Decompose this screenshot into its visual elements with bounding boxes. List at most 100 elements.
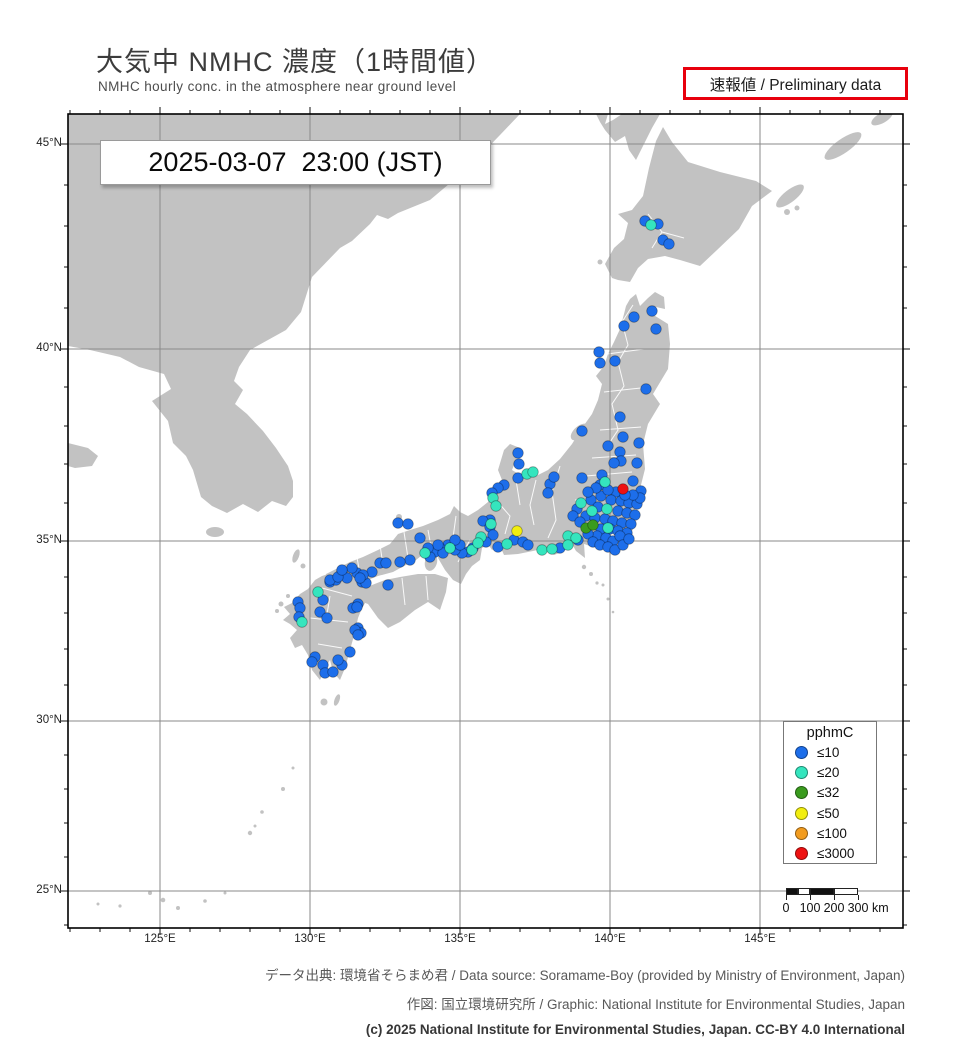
- station-point: [609, 355, 621, 367]
- station-point: [601, 503, 613, 515]
- station-point: [640, 383, 652, 395]
- scale-bar-segment: [810, 888, 834, 895]
- scale-bar-label: 300: [847, 901, 869, 915]
- station-point: [354, 572, 366, 584]
- lat-axis-label: 40°N: [36, 342, 62, 354]
- station-point: [576, 425, 588, 437]
- legend-item: ≤20: [784, 762, 876, 782]
- station-point: [623, 533, 635, 545]
- station-point: [562, 539, 574, 551]
- station-point: [380, 557, 392, 569]
- scale-bar-unit: km: [872, 901, 889, 915]
- kuril-island: [776, 184, 804, 208]
- lat-axis-label: 30°N: [36, 714, 62, 726]
- legend-swatch: [795, 826, 808, 840]
- station-point: [522, 539, 534, 551]
- lon-axis-label: 145°E: [744, 933, 776, 945]
- station-point: [617, 431, 629, 443]
- iki-island: [300, 563, 306, 569]
- legend-swatch: [795, 806, 808, 820]
- preliminary-data-badge: 速報値 / Preliminary data: [683, 67, 908, 100]
- station-point: [645, 219, 657, 231]
- station-point: [594, 357, 606, 369]
- station-point: [511, 525, 523, 537]
- station-point: [546, 543, 558, 555]
- lat-axis-label: 45°N: [36, 137, 62, 149]
- tsushima-island: [292, 549, 300, 563]
- station-point: [336, 564, 348, 576]
- legend-swatch: [795, 786, 808, 800]
- station-point: [501, 538, 513, 550]
- station-point: [548, 471, 560, 483]
- lon-axis-label: 125°E: [144, 933, 176, 945]
- scale-bar-tick: [858, 895, 859, 900]
- legend-item: ≤100: [784, 823, 876, 843]
- station-point: [394, 556, 406, 568]
- station-point: [646, 305, 658, 317]
- shikoku: [357, 574, 448, 628]
- lon-axis-label: 135°E: [444, 933, 476, 945]
- scale-bar-label: 0: [782, 901, 790, 915]
- station-point: [382, 579, 394, 591]
- shandong-peninsula: [68, 443, 98, 468]
- legend-item: ≤50: [784, 803, 876, 823]
- station-point: [472, 537, 484, 549]
- legend-item: ≤3000: [784, 843, 876, 863]
- station-point: [618, 320, 630, 332]
- legend-items: ≤10 ≤20 ≤32 ≤50 ≤100 ≤3000: [784, 742, 876, 864]
- page-subtitle: NMHC hourly conc. in the atmosphere near…: [98, 79, 457, 94]
- legend-item-label: ≤32: [817, 785, 840, 801]
- timestamp: 2025-03-07 23:00 (JST): [148, 147, 443, 177]
- station-point: [663, 238, 675, 250]
- station-point: [414, 532, 426, 544]
- legend-item-label: ≤20: [817, 764, 840, 780]
- station-point: [570, 532, 582, 544]
- station-points-layer: [292, 215, 675, 679]
- okushiri-island: [597, 259, 603, 265]
- tanegashima-island: [333, 694, 341, 706]
- station-point: [567, 510, 579, 522]
- station-point: [346, 562, 358, 574]
- station-point: [628, 311, 640, 323]
- station-point: [449, 534, 461, 546]
- scale-bar-tick: [810, 895, 811, 900]
- station-point: [542, 487, 554, 499]
- station-point: [466, 544, 478, 556]
- station-point: [419, 547, 431, 559]
- station-point: [575, 497, 587, 509]
- legend-item: ≤32: [784, 783, 876, 803]
- station-point: [327, 666, 339, 678]
- station-point: [487, 529, 499, 541]
- scale-bar-tick: [834, 895, 835, 900]
- station-point: [587, 519, 599, 531]
- station-point: [404, 554, 416, 566]
- lat-axis-label: 25°N: [36, 884, 62, 896]
- station-point: [627, 475, 639, 487]
- page-title: 大気中 NMHC 濃度（1時間値）: [96, 47, 495, 77]
- station-point: [402, 518, 414, 530]
- lon-axis-label: 140°E: [594, 933, 626, 945]
- station-point: [512, 472, 524, 484]
- station-point: [595, 490, 607, 502]
- legend: pphmC ≤10 ≤20 ≤32 ≤50 ≤100 ≤3000: [783, 721, 877, 864]
- station-point: [490, 500, 502, 512]
- jeju-island: [206, 527, 224, 537]
- station-point: [593, 346, 605, 358]
- station-point: [536, 544, 548, 556]
- scale-bar: 0 100 200 300 km: [780, 884, 920, 920]
- station-point: [650, 323, 662, 335]
- lat-axis-label: 35°N: [36, 534, 62, 546]
- station-point: [629, 509, 641, 521]
- sakhalin: [596, 114, 660, 160]
- footer-copyright: (c) 2025 National Institute for Environm…: [365, 1022, 905, 1037]
- station-point: [576, 472, 588, 484]
- preliminary-data-label: 速報値 / Preliminary data: [709, 76, 882, 94]
- station-point: [599, 476, 611, 488]
- scale-bar-tick: [786, 895, 787, 900]
- legend-swatch: [795, 745, 808, 759]
- map-frame: [67, 113, 904, 929]
- station-point: [602, 522, 614, 534]
- station-point: [609, 544, 621, 556]
- station-point: [586, 505, 598, 517]
